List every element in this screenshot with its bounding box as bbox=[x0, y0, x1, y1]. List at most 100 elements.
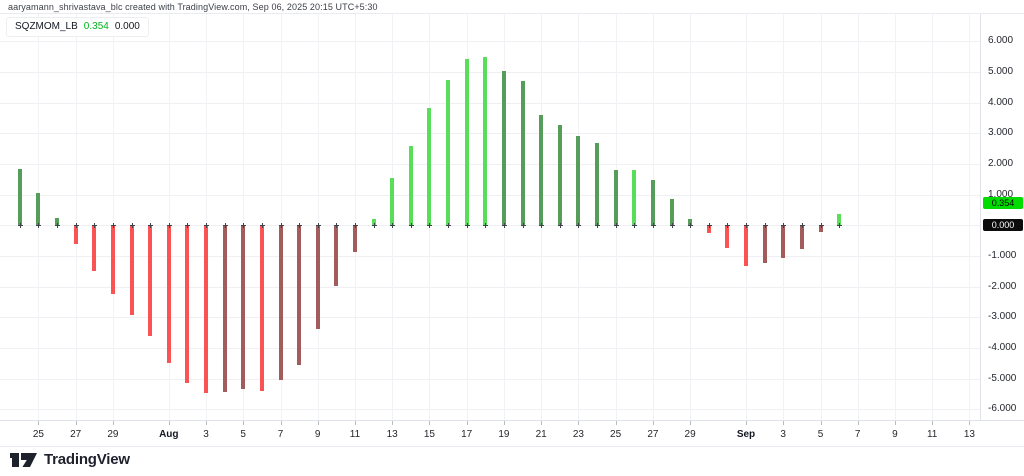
time-axis-label: 29 bbox=[684, 429, 696, 440]
price-axis-label: -4.000 bbox=[988, 341, 1017, 353]
time-axis-label: 3 bbox=[203, 429, 209, 440]
price-axis-label: 6.000 bbox=[988, 35, 1014, 47]
momentum-bar bbox=[222, 225, 227, 393]
momentum-bar bbox=[837, 214, 842, 226]
price-axis[interactable]: 6.000 5.000 4.000 3.000 2.000 1.000 -1.000 -2.0… bbox=[980, 14, 1024, 447]
time-axis-tick bbox=[652, 421, 654, 425]
time-axis-tick bbox=[392, 421, 394, 425]
vertical-gridline bbox=[112, 14, 114, 420]
momentum-bar bbox=[259, 225, 264, 392]
momentum-bar bbox=[781, 225, 786, 258]
momentum-bar bbox=[278, 225, 283, 381]
attribution-bar: aaryamann_shrivastava_blc created with T… bbox=[0, 0, 1024, 14]
momentum-bar bbox=[762, 225, 767, 263]
zero-cross-marker bbox=[353, 223, 358, 229]
time-axis-tick bbox=[857, 421, 859, 425]
attribution-text: aaryamann_shrivastava_blc created with T… bbox=[8, 2, 378, 12]
momentum-bar bbox=[129, 225, 134, 315]
zero-cross-marker bbox=[297, 223, 303, 229]
price-axis-label: 4.000 bbox=[988, 96, 1014, 108]
tradingview-logo-icon bbox=[10, 452, 37, 467]
zero-cross-marker bbox=[390, 223, 396, 229]
momentum-bar bbox=[204, 225, 208, 394]
time-axis-tick bbox=[429, 421, 431, 425]
zero-cross-marker bbox=[241, 223, 247, 229]
momentum-bar bbox=[241, 225, 246, 390]
momentum-bar bbox=[166, 225, 171, 364]
zero-cross-marker bbox=[595, 223, 600, 229]
zero-cross-marker bbox=[483, 223, 489, 229]
zero-cross-marker bbox=[762, 223, 768, 229]
momentum-bar bbox=[613, 170, 618, 226]
time-axis-label: 11 bbox=[926, 429, 938, 440]
horizontal-gridline bbox=[0, 409, 980, 411]
time-axis-tick bbox=[541, 421, 543, 425]
zero-cross-marker bbox=[706, 223, 712, 229]
momentum-bar bbox=[73, 225, 78, 245]
zero-cross-marker bbox=[92, 223, 98, 229]
zero-cross-marker bbox=[539, 223, 545, 229]
time-axis-tick bbox=[615, 421, 617, 425]
vertical-gridline bbox=[969, 14, 971, 420]
momentum-bar bbox=[539, 114, 544, 226]
momentum-bar bbox=[446, 80, 451, 226]
zero-cross-marker bbox=[222, 223, 228, 229]
zero-cross-marker bbox=[315, 223, 321, 229]
momentum-bar bbox=[520, 81, 525, 226]
zero-cross-marker bbox=[427, 223, 433, 229]
momentum-bar bbox=[148, 225, 153, 337]
time-axis-label: 27 bbox=[70, 429, 82, 440]
zero-cross-marker bbox=[204, 223, 209, 229]
horizontal-gridline bbox=[0, 347, 980, 349]
horizontal-gridline bbox=[0, 133, 980, 135]
horizontal-gridline bbox=[0, 102, 980, 104]
momentum-bar bbox=[464, 58, 469, 226]
zero-cross-marker bbox=[259, 223, 265, 229]
time-axis[interactable]: 25 27 29 Aug 3 5 7 9 11 13 15 17 19 21 23 25 27 29 Sep 3 5 7 9… bbox=[0, 420, 1024, 447]
zero-cross-marker bbox=[55, 223, 60, 229]
indicator-value: 0.354 bbox=[83, 21, 109, 32]
time-axis-tick bbox=[690, 421, 692, 425]
time-axis-tick bbox=[206, 421, 207, 425]
momentum-bar bbox=[483, 56, 488, 226]
zero-cross-marker bbox=[650, 223, 656, 229]
time-axis-tick bbox=[168, 421, 170, 425]
time-axis-tick bbox=[820, 421, 822, 425]
horizontal-gridline bbox=[0, 163, 980, 165]
momentum-chart[interactable]: SQZMOM_LB 0.354 0.000 bbox=[0, 14, 980, 420]
indicator-value-badge: 0.354 bbox=[983, 197, 1023, 210]
zero-cross-marker bbox=[110, 223, 116, 229]
time-axis-tick bbox=[578, 421, 580, 425]
time-axis-label: 3 bbox=[780, 429, 786, 440]
zero-cross-marker bbox=[464, 223, 470, 229]
time-axis-tick bbox=[894, 421, 896, 425]
momentum-bar bbox=[110, 225, 115, 294]
zero-cross-marker bbox=[446, 223, 452, 229]
horizontal-gridline bbox=[0, 255, 980, 257]
time-axis-label: 11 bbox=[349, 429, 361, 440]
zero-cross-marker bbox=[148, 223, 154, 229]
momentum-bar bbox=[297, 225, 302, 366]
time-axis-tick bbox=[280, 421, 282, 425]
vertical-gridline bbox=[894, 14, 896, 420]
price-axis-label: -3.000 bbox=[988, 311, 1017, 323]
indicator-legend[interactable]: SQZMOM_LB 0.354 0.000 bbox=[6, 17, 149, 37]
time-axis-label: 21 bbox=[535, 429, 547, 440]
horizontal-gridline bbox=[0, 225, 980, 227]
zero-cross-marker bbox=[576, 223, 582, 229]
momentum-bar bbox=[725, 225, 730, 249]
indicator-zero-value: 0.000 bbox=[114, 21, 140, 32]
time-axis-label: 9 bbox=[314, 429, 321, 440]
tradingview-logo[interactable]: TradingView bbox=[10, 451, 130, 468]
zero-cross-marker bbox=[781, 223, 787, 229]
time-axis-label: Sep bbox=[736, 429, 756, 440]
momentum-bar bbox=[334, 225, 339, 287]
zero-cross-marker bbox=[408, 223, 414, 229]
time-axis-tick bbox=[355, 421, 356, 425]
zero-cross-marker bbox=[557, 223, 563, 229]
vertical-gridline bbox=[280, 14, 282, 420]
zero-cross-marker bbox=[334, 223, 340, 229]
indicator-title: SQZMOM_LB bbox=[15, 21, 78, 32]
momentum-bar bbox=[595, 143, 599, 226]
